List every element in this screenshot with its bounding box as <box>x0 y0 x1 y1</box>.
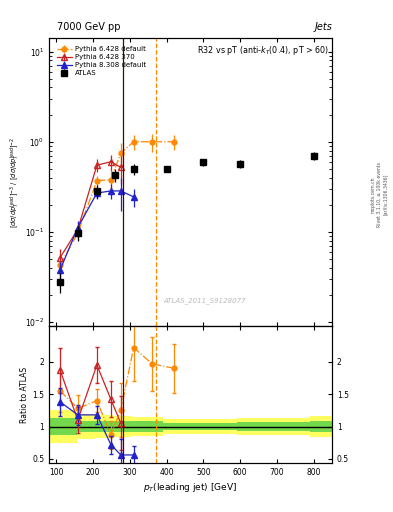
Legend: Pythia 6.428 default, Pythia 6.428 370, Pythia 8.308 default, ATLAS: Pythia 6.428 default, Pythia 6.428 370, … <box>55 45 147 78</box>
X-axis label: $p_T$(leading jet) [GeV]: $p_T$(leading jet) [GeV] <box>143 481 238 495</box>
Text: Rivet 3.1.10, ≥ 100k events: Rivet 3.1.10, ≥ 100k events <box>377 162 382 227</box>
Y-axis label: $[d\sigma/dp_T^{\rm lead}]^{-3}$ / $[d\sigma/dp_T^{\rm lead}]^{-2}$: $[d\sigma/dp_T^{\rm lead}]^{-3}$ / $[d\s… <box>9 137 22 228</box>
Text: mcplots.cern.ch: mcplots.cern.ch <box>371 176 376 213</box>
Text: R32 vs pT (anti-$k_T$(0.4), pT > 60): R32 vs pT (anti-$k_T$(0.4), pT > 60) <box>197 44 329 57</box>
Text: [arXiv:1306.3436]: [arXiv:1306.3436] <box>383 174 387 216</box>
Text: ATLAS_2011_S9128077: ATLAS_2011_S9128077 <box>163 297 246 304</box>
Y-axis label: Ratio to ATLAS: Ratio to ATLAS <box>20 367 29 423</box>
Text: Jets: Jets <box>314 22 332 32</box>
Text: 7000 GeV pp: 7000 GeV pp <box>57 22 121 32</box>
